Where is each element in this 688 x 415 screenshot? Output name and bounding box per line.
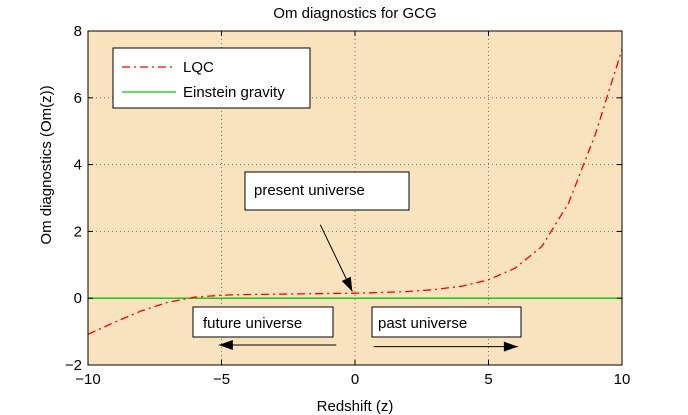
x-axis-label: Redshift (z): [317, 398, 394, 415]
series-group: [87, 49, 623, 335]
x-tick-label: 0: [351, 371, 359, 388]
series-line-lqc: [87, 49, 623, 335]
y-tick-label: 0: [74, 290, 82, 307]
y-tick-label: 8: [74, 23, 82, 40]
y-tick-label: −2: [65, 357, 82, 374]
x-tick-label: 10: [614, 371, 631, 388]
annotation-present-universe: present universe: [254, 182, 365, 199]
y-tick-label: 4: [74, 157, 82, 174]
legend-entry-einstein: Einstein gravity: [183, 84, 285, 101]
annotation-box-future: [192, 306, 334, 338]
x-tick-label: −5: [213, 371, 230, 388]
annotations: present universe future universe past un…: [192, 171, 522, 352]
legend-box: [112, 47, 311, 109]
x-tick-label: −10: [75, 371, 100, 388]
y-axis-label: Om diagnostics (Om(z)): [38, 85, 55, 244]
annotation-arrows: [218, 224, 518, 352]
annotation-past-universe: past universe: [378, 315, 467, 332]
annotation-arrow-head-2: [503, 341, 518, 352]
annotation-arrow-head-0: [341, 276, 353, 292]
legend: LQC Einstein gravity: [112, 47, 311, 109]
annotation-arrow-head-1: [218, 339, 233, 350]
chart-title: Om diagnostics for GCG: [273, 5, 436, 22]
y-tick-label: 6: [74, 90, 82, 107]
x-tick-label: 5: [484, 371, 492, 388]
annotation-future-universe: future universe: [203, 315, 302, 332]
legend-entry-lqc: LQC: [183, 59, 214, 76]
axis-ticks: −10 −5 0 5 10 −2 0 2 4 6 8: [65, 23, 630, 388]
y-tick-label: 2: [74, 223, 82, 240]
annotation-box-present: [244, 171, 410, 211]
annotation-box-past: [371, 306, 522, 338]
